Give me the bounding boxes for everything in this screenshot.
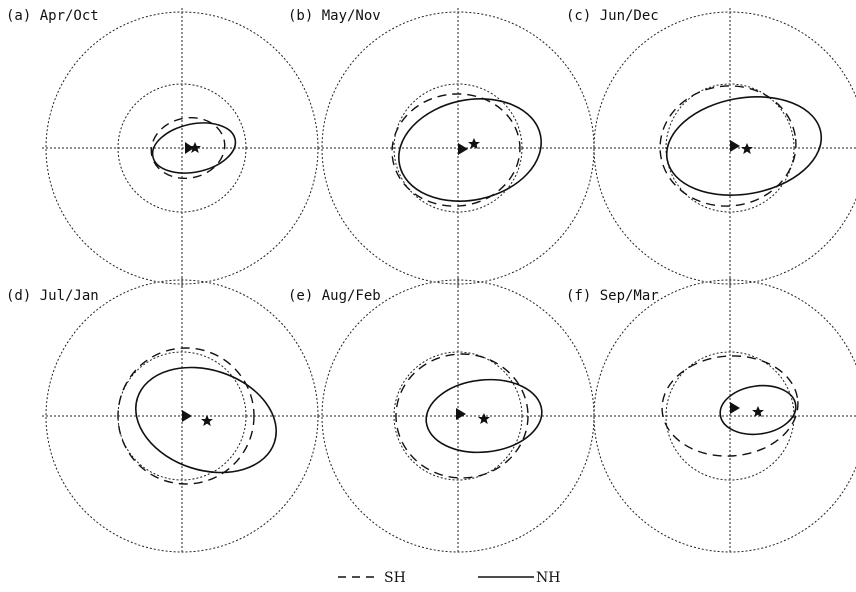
sh-ellipse: [150, 116, 226, 180]
panel-d-label: (d) Jul/Jan: [6, 288, 99, 304]
panel-a-label: (a) Apr/Oct: [6, 8, 99, 24]
star-marker-icon: [201, 415, 213, 426]
star-marker-icon: [752, 406, 764, 417]
nh-ellipse: [135, 366, 277, 474]
panel-b-label: (b) May/Nov: [288, 8, 381, 24]
panel-b: (b) May/Nov: [288, 8, 595, 286]
sh-ellipse: [391, 93, 521, 207]
nh-ellipse: [719, 384, 797, 436]
nh-ellipse: [425, 378, 543, 454]
star-marker-icon: [468, 138, 480, 149]
nh-ellipse: [665, 96, 823, 196]
triangle-marker-icon: [730, 140, 740, 152]
panel-c: (c) Jun/Dec: [566, 8, 856, 286]
sh-ellipse: [661, 355, 799, 457]
panel-f: (f) Sep/Mar: [566, 278, 856, 554]
sh-ellipse: [659, 85, 797, 207]
outer-reference-circle: [593, 11, 856, 285]
triangle-marker-icon: [182, 410, 192, 422]
sh-ellipse: [117, 347, 255, 485]
triangle-marker-icon: [458, 143, 468, 155]
sh-ellipse: [395, 353, 529, 479]
panel-e: (e) Aug/Feb: [288, 278, 595, 554]
panel-e-label: (e) Aug/Feb: [288, 288, 381, 304]
triangle-marker-icon: [730, 402, 740, 414]
nh-legend-label: NH: [536, 570, 560, 586]
sh-legend-label: SH: [384, 570, 406, 586]
panel-d: (d) Jul/Jan: [6, 278, 319, 554]
nh-ellipse: [398, 98, 542, 202]
nh-ellipse: [151, 122, 237, 174]
star-marker-icon: [478, 413, 490, 424]
star-marker-icon: [189, 142, 201, 153]
star-marker-icon: [741, 143, 753, 154]
panel-f-label: (f) Sep/Mar: [566, 288, 659, 304]
legend: SH NH: [338, 570, 560, 586]
panel-c-label: (c) Jun/Dec: [566, 8, 659, 24]
triangle-marker-icon: [185, 142, 194, 154]
triangle-marker-icon: [456, 408, 466, 420]
panel-a: (a) Apr/Oct: [6, 8, 319, 286]
outer-reference-circle: [593, 279, 856, 553]
